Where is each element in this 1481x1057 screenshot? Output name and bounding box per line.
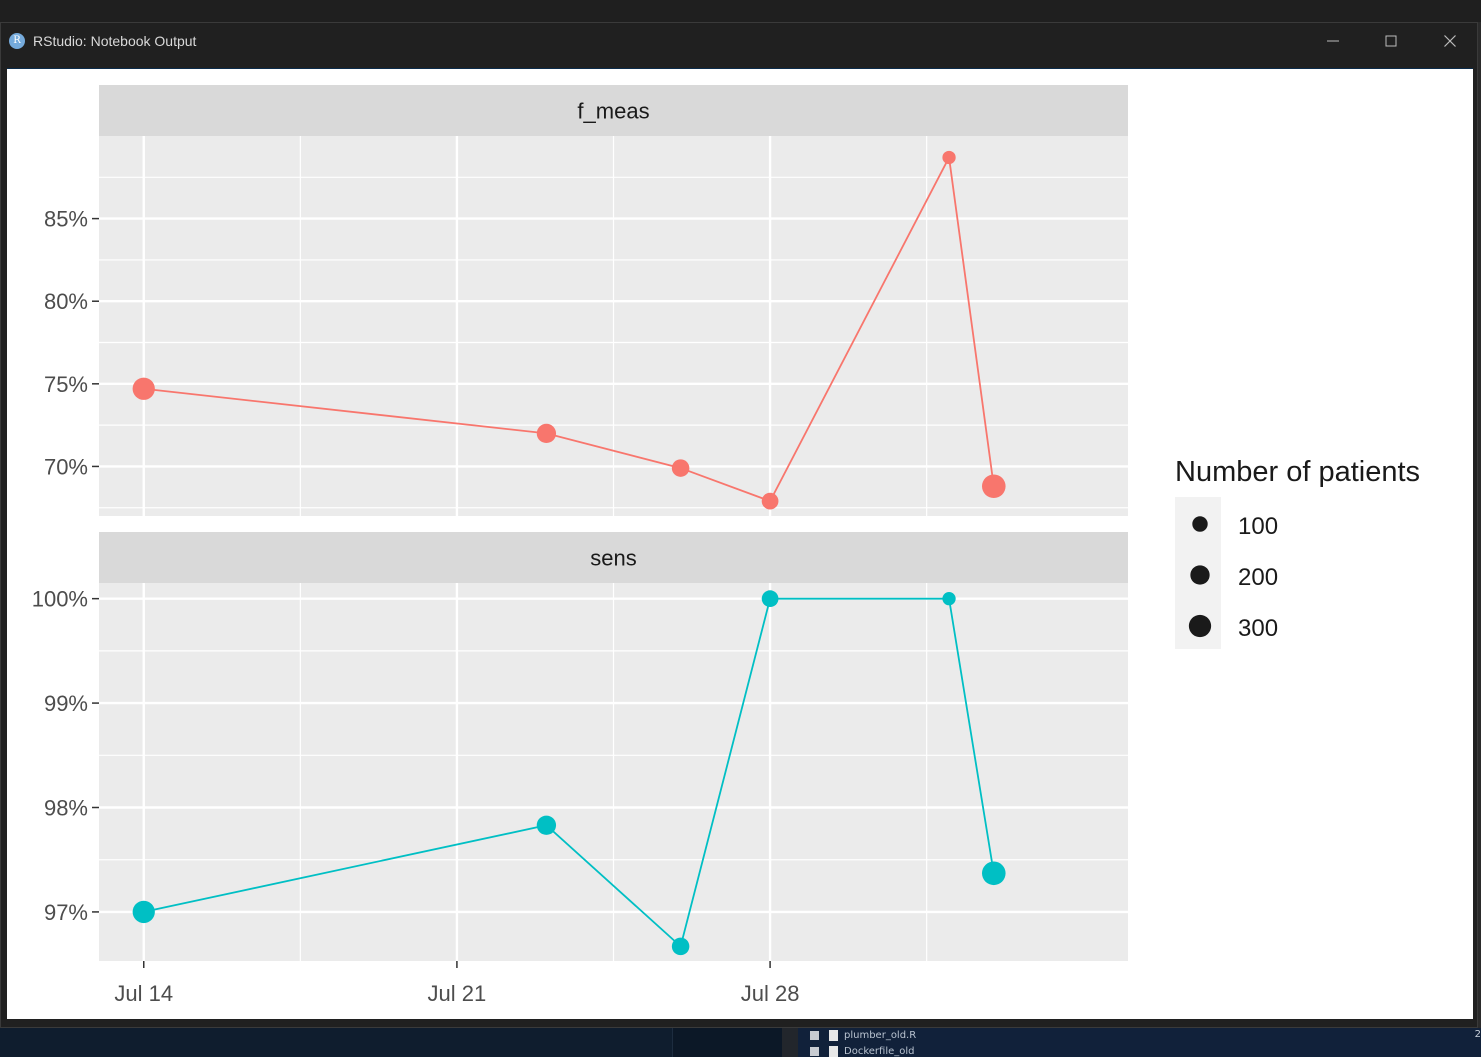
maximize-icon <box>1385 35 1397 47</box>
f_meas-data-point <box>671 459 690 477</box>
y-tick-label: 70% <box>44 454 88 479</box>
facet-strip-label: sens <box>590 546 636 571</box>
f_meas-data-point <box>981 474 1006 499</box>
background-file-item[interactable]: Dockerfile_old <box>810 1046 915 1057</box>
y-tick-label: 85% <box>44 207 88 232</box>
legend-item-label: 100 <box>1238 513 1278 540</box>
sens-data-point <box>132 900 155 924</box>
desktop-top-strip <box>0 0 1481 22</box>
y-tick-label: 80% <box>44 289 88 314</box>
y-tick-label: 100% <box>32 587 88 612</box>
y-tick-label: 75% <box>44 372 88 397</box>
sens-data-point <box>671 937 690 956</box>
legend-item-label: 200 <box>1238 564 1278 591</box>
f_meas-series-line <box>143 154 995 503</box>
facet-strip-label: f_meas <box>577 99 649 124</box>
f_meas-data-point <box>536 423 557 444</box>
file-name: Dockerfile_old <box>844 1046 915 1057</box>
background-file-pane <box>798 1028 1481 1057</box>
background-desktop <box>0 1028 1481 1057</box>
minimize-button[interactable] <box>1304 23 1362 59</box>
background-file-item[interactable]: plumber_old.R <box>810 1030 916 1041</box>
f_meas-data-point <box>132 377 155 400</box>
y-tick-label: 99% <box>44 691 88 716</box>
legend-title: Number of patients <box>1175 456 1420 488</box>
background-scrollbar <box>782 1028 798 1057</box>
legend-item-label: 300 <box>1238 615 1278 642</box>
window-title: RStudio: Notebook Output <box>33 33 197 49</box>
sens-data-point <box>761 590 779 608</box>
minimize-icon <box>1327 40 1339 42</box>
x-tick-label: Jul 21 <box>428 981 487 1006</box>
rstudio-logo-icon: R <box>9 33 25 49</box>
f_meas-data-point <box>942 150 956 165</box>
maximize-button[interactable] <box>1362 23 1420 59</box>
file-icon <box>829 1030 838 1041</box>
plot-viewer: f_meas 70% 75% 80% 85% sens 97% 98% 99% 100% Jul 1… <box>7 68 1473 1019</box>
notebook-output-window: R RStudio: Notebook Output f_meas 70% 75% 8… <box>0 22 1478 1028</box>
sens-data-point <box>942 592 956 606</box>
x-tick-label: Jul 14 <box>114 981 173 1006</box>
background-panel <box>672 1028 783 1057</box>
facet-strip <box>99 85 1128 136</box>
sens-data-point <box>536 815 557 835</box>
title-bar[interactable]: R RStudio: Notebook Output <box>1 23 1477 59</box>
file-name: plumber_old.R <box>844 1030 917 1041</box>
background-edge-text: 2 <box>1474 1029 1481 1040</box>
f_meas-data-point <box>761 492 779 510</box>
faceted-line-chart: f_meas 70% 75% 80% 85% sens 97% 98% 99% 100% Jul 1… <box>32 85 1420 1006</box>
sens-series-line <box>143 597 995 949</box>
close-icon <box>1444 35 1456 47</box>
sens-data-point <box>981 861 1006 886</box>
legend-key-point <box>1190 565 1210 585</box>
checkbox-icon[interactable] <box>810 1047 819 1056</box>
y-tick-label: 98% <box>44 796 88 821</box>
x-tick-label: Jul 28 <box>741 981 800 1006</box>
file-icon <box>829 1046 838 1057</box>
y-tick-label: 97% <box>44 900 88 925</box>
close-button[interactable] <box>1421 23 1479 59</box>
legend-key-point <box>1192 516 1208 532</box>
legend-key-point <box>1188 614 1212 638</box>
checkbox-icon[interactable] <box>810 1031 819 1040</box>
facet-strip <box>99 532 1128 583</box>
